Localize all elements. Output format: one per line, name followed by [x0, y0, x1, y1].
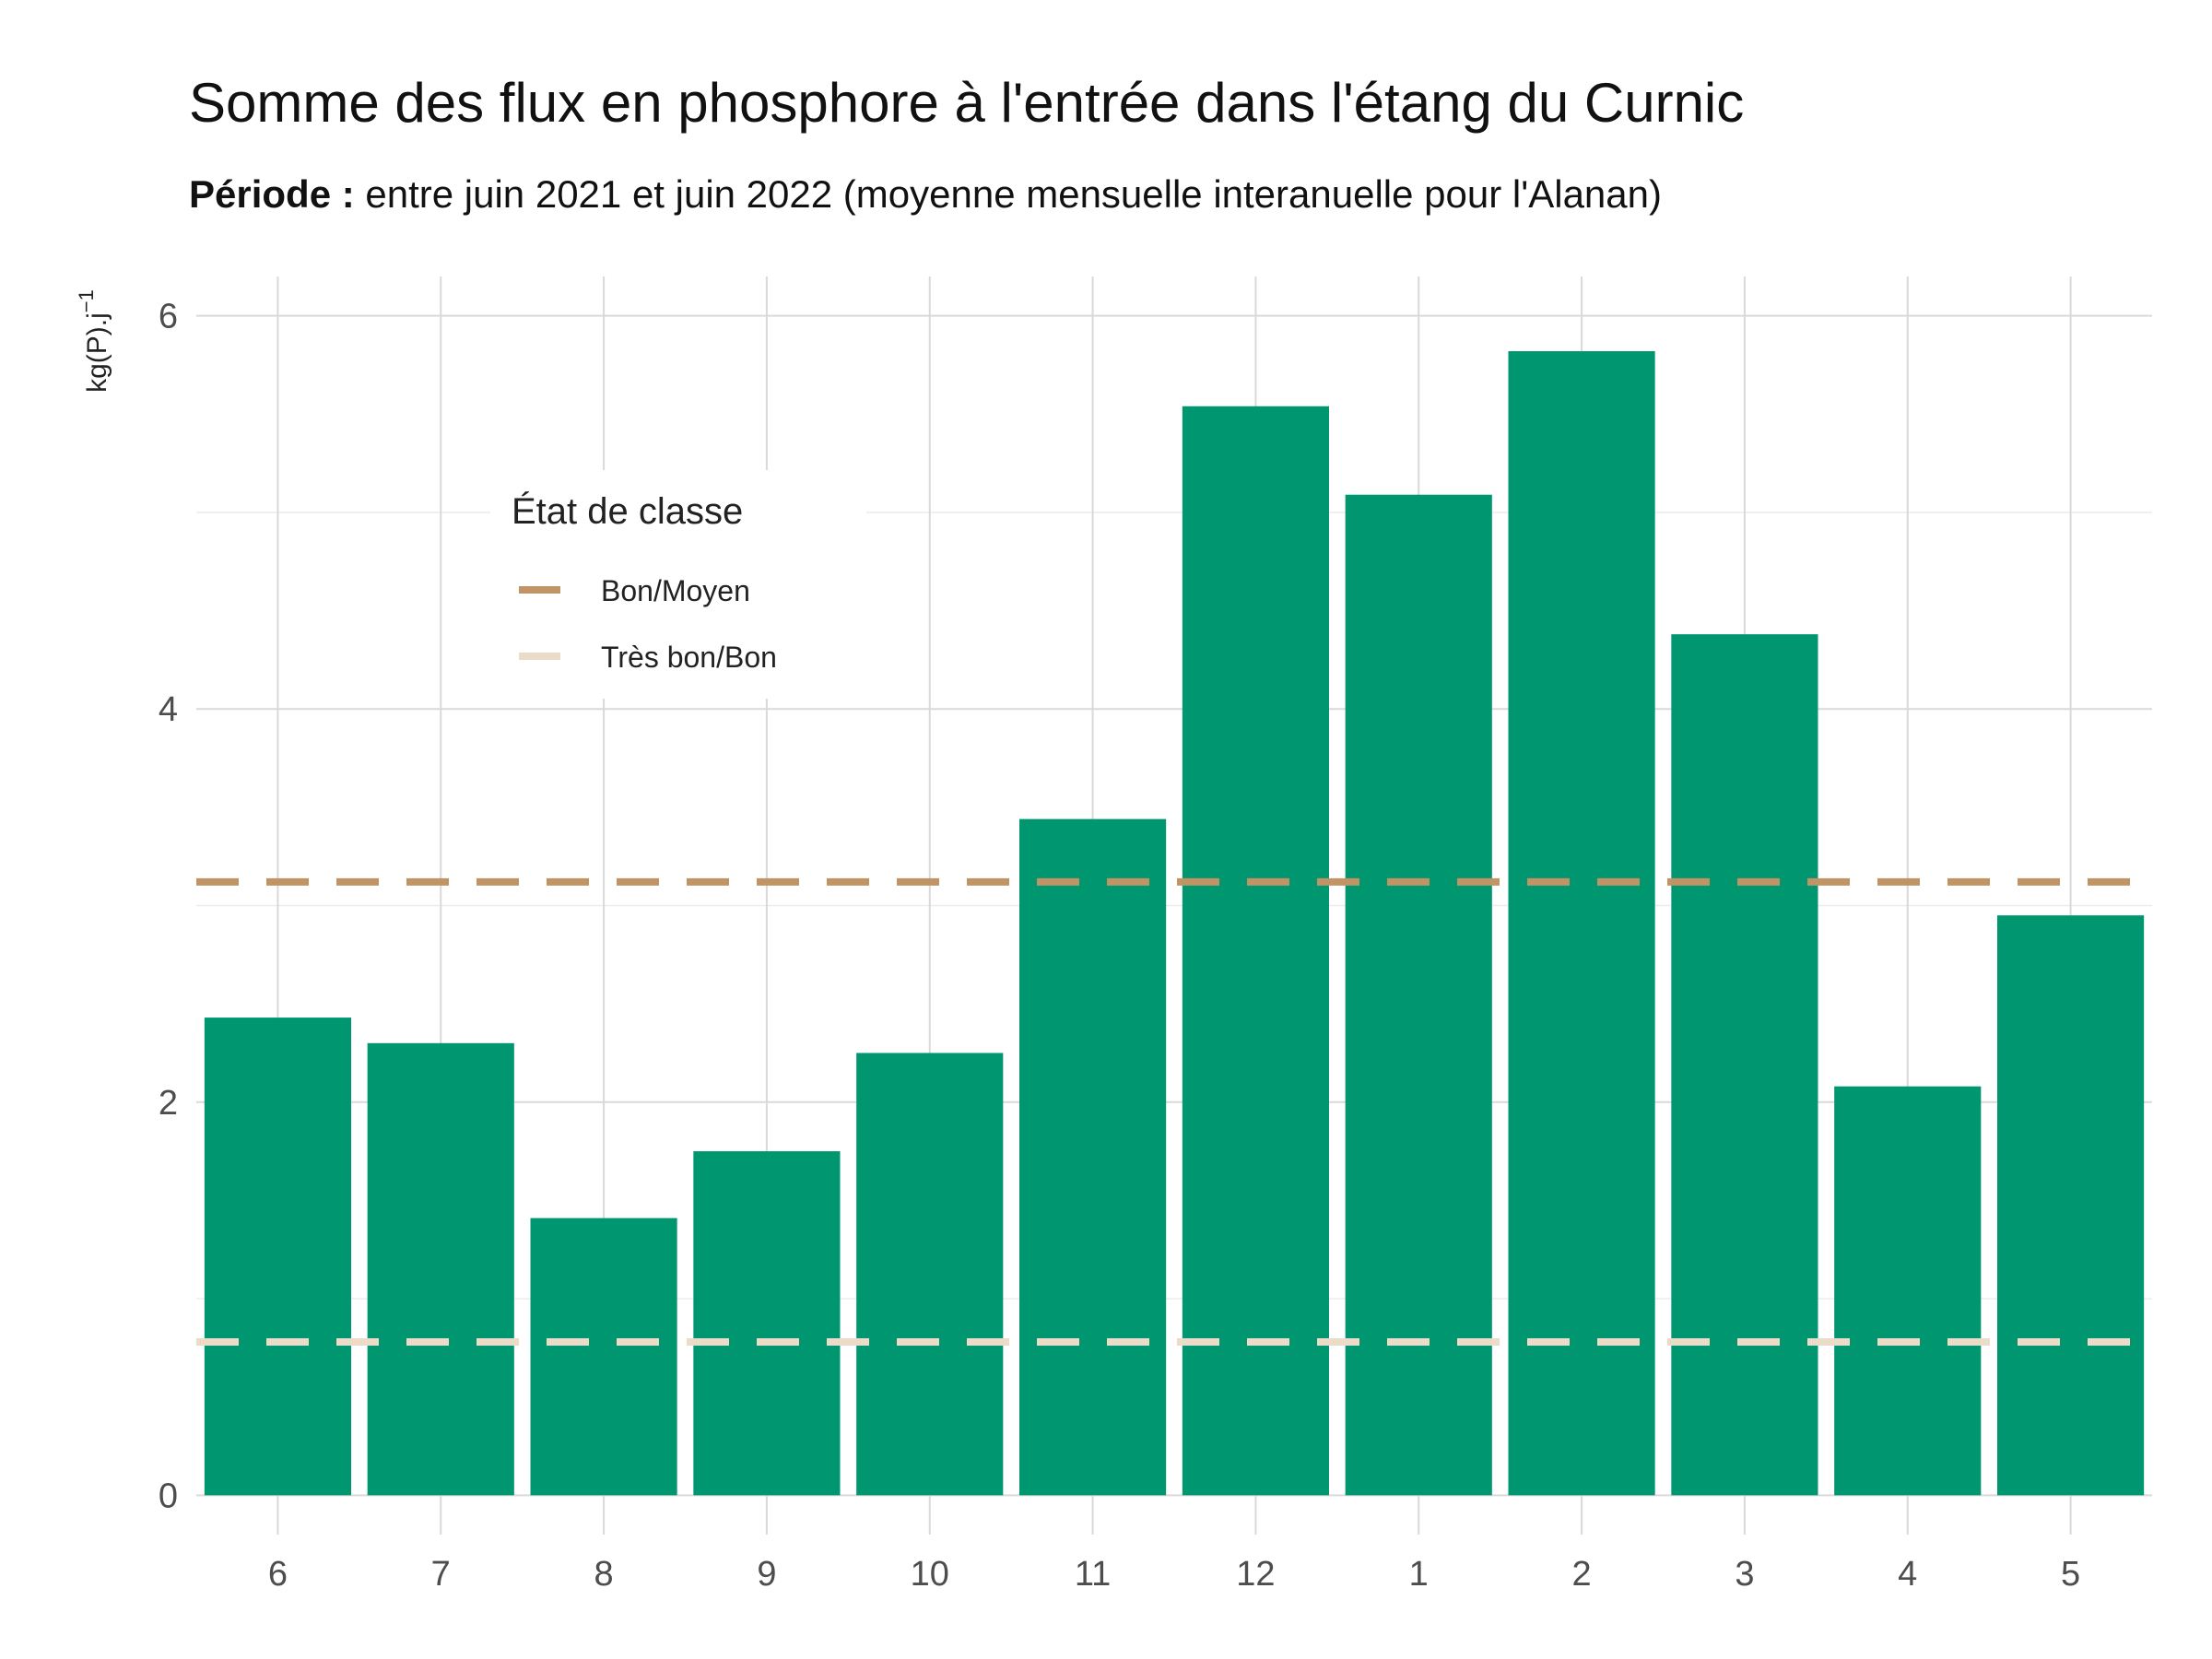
bar-month-12: [1182, 406, 1329, 1496]
bar-month-9: [693, 1151, 841, 1496]
bar-month-8: [530, 1218, 677, 1496]
bar-month-6: [204, 1018, 351, 1496]
x-tick-label: 2: [1572, 1555, 1592, 1594]
bar-month-7: [367, 1042, 514, 1496]
chart-subtitle: Période : entre juin 2021 et juin 2022 (…: [189, 172, 1662, 216]
legend-title: État de classe: [512, 490, 743, 532]
x-tick-label: 1: [1409, 1555, 1429, 1594]
legend-label-tres-bon-bon: Très bon/Bon: [601, 641, 777, 674]
x-tick-label: 12: [1236, 1555, 1275, 1594]
legend: État de classe Bon/Moyen Très bon/Bon: [490, 470, 866, 699]
bar-month-5: [1997, 915, 2145, 1496]
bar-month-4: [1834, 1086, 1982, 1496]
bars: [204, 351, 2145, 1496]
chart-title: Somme des flux en phosphore à l'entrée d…: [189, 72, 1744, 134]
subtitle-text: entre juin 2021 et juin 2022 (moyenne me…: [355, 172, 1662, 216]
bar-month-10: [856, 1053, 1004, 1496]
x-tick-label: 7: [431, 1555, 451, 1594]
x-tick-label: 3: [1735, 1555, 1754, 1594]
x-tick-label: 11: [1075, 1555, 1111, 1594]
y-tick-label: 4: [159, 690, 178, 729]
y-tick-label: 2: [159, 1084, 178, 1123]
y-tick-label: 0: [159, 1477, 178, 1515]
legend-label-bon-moyen: Bon/Moyen: [601, 574, 750, 607]
x-tick-label: 4: [1898, 1555, 1917, 1594]
bar-month-3: [1671, 634, 1818, 1496]
bar-month-11: [1019, 818, 1167, 1496]
x-tick-label: 8: [594, 1555, 614, 1594]
x-tick-label: 6: [268, 1555, 288, 1594]
x-tick-label: 9: [757, 1555, 776, 1594]
y-axis-title: kg(P).j−1: [75, 289, 112, 393]
bar-month-2: [1508, 351, 1655, 1496]
subtitle-label: Période :: [189, 172, 355, 216]
threshold-lines: [196, 877, 2152, 1346]
legend-background: [490, 470, 866, 699]
y-tick-label: 6: [159, 298, 178, 336]
x-tick-label: 10: [911, 1555, 949, 1594]
bar-month-1: [1345, 494, 1492, 1496]
x-tick-label: 5: [2061, 1555, 2080, 1594]
